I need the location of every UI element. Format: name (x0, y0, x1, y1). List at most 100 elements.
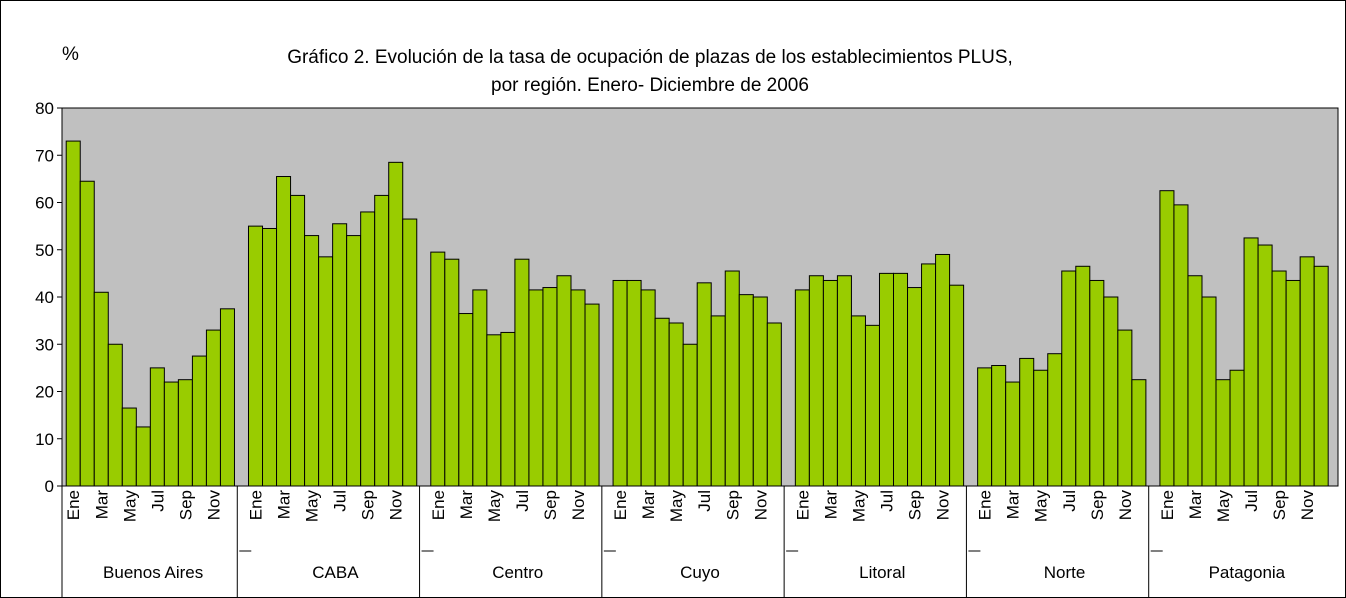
x-tick-label: May (1032, 490, 1051, 523)
bar (346, 235, 362, 487)
bar (1019, 357, 1035, 487)
y-tick-label: 20 (35, 383, 54, 402)
bar (570, 289, 586, 487)
bar (219, 308, 235, 487)
x-tick-label: May (303, 490, 322, 523)
x-tick-label: May (120, 490, 139, 523)
bar (121, 407, 137, 487)
bar (149, 367, 165, 487)
bar (1075, 265, 1091, 487)
bar (444, 258, 460, 487)
bar (808, 275, 824, 487)
bar (682, 343, 698, 487)
bar (1243, 237, 1259, 487)
bar (1103, 296, 1119, 487)
bar (514, 258, 530, 487)
x-tick-label: Nov (387, 490, 406, 521)
bar (1033, 369, 1049, 487)
bar (822, 279, 838, 487)
group-label: Patagonia (1209, 563, 1286, 582)
bar (668, 322, 684, 487)
x-tick-label: Sep (723, 490, 742, 520)
bar (107, 343, 123, 487)
group-label: Centro (492, 563, 543, 582)
group-label: Norte (1044, 563, 1086, 582)
bar (584, 303, 600, 487)
x-tick-label: Sep (176, 490, 195, 520)
x-tick-label: Mar (1186, 490, 1205, 520)
bar (1285, 279, 1301, 487)
y-tick-label: 60 (35, 194, 54, 213)
x-tick-label: May (667, 490, 686, 523)
bar (458, 313, 474, 487)
bar (430, 251, 446, 487)
bar (360, 211, 376, 487)
bar (1131, 379, 1147, 487)
x-tick-label: Nov (1116, 490, 1135, 521)
bar (949, 284, 965, 487)
bar (500, 331, 516, 487)
bar (654, 317, 670, 487)
bar (528, 289, 544, 487)
bar (626, 279, 642, 487)
bar (893, 272, 909, 487)
bar (977, 367, 993, 487)
bar (79, 180, 95, 487)
bar (640, 289, 656, 487)
bar (93, 291, 109, 487)
x-tick-label: Ene (429, 490, 448, 520)
x-tick-label: Jul (513, 490, 532, 512)
x-tick-label: Jul (331, 490, 350, 512)
bar (1215, 379, 1231, 487)
bar (1005, 381, 1021, 487)
bar (542, 287, 558, 487)
x-tick-label: Mar (639, 490, 658, 520)
x-tick-label: Sep (359, 490, 378, 520)
bar (836, 275, 852, 487)
bar (724, 270, 740, 487)
bar (1313, 265, 1329, 487)
bar (710, 315, 726, 487)
x-tick-label: Mar (821, 490, 840, 520)
x-tick-label: Mar (457, 490, 476, 520)
bar (1257, 244, 1273, 487)
x-tick-label: Jul (695, 490, 714, 512)
bar (1061, 270, 1077, 487)
x-tick-label: Jul (148, 490, 167, 512)
group-label: Buenos Aires (103, 563, 203, 582)
bar (332, 223, 348, 487)
x-tick-label: Sep (1088, 490, 1107, 520)
bar (304, 235, 320, 487)
x-tick-label: May (849, 490, 868, 523)
bar (163, 381, 179, 487)
x-tick-label: Sep (906, 490, 925, 520)
x-tick-label: Jul (1060, 490, 1079, 512)
y-tick-label: 0 (45, 477, 54, 496)
x-tick-label: Jul (877, 490, 896, 512)
y-tick-label: 80 (35, 99, 54, 118)
x-tick-label: Nov (1298, 490, 1317, 521)
x-tick-label: May (1214, 490, 1233, 523)
x-tick-label: Ene (793, 490, 812, 520)
bar (276, 176, 292, 487)
bar (864, 324, 880, 487)
bar (850, 315, 866, 487)
x-tick-label: Ene (976, 490, 995, 520)
bar (205, 329, 221, 487)
bar (290, 194, 306, 487)
y-tick-label: 50 (35, 241, 54, 260)
bar (1173, 204, 1189, 487)
bar (374, 194, 390, 487)
bar (135, 426, 151, 487)
bar (1271, 270, 1287, 487)
bar (907, 287, 923, 487)
x-tick-label: Nov (569, 490, 588, 521)
x-tick-label: Nov (934, 490, 953, 521)
y-tick-label: 70 (35, 146, 54, 165)
bar (262, 227, 278, 487)
bar (794, 289, 810, 487)
y-tick-label: 30 (35, 335, 54, 354)
bar (388, 161, 404, 487)
